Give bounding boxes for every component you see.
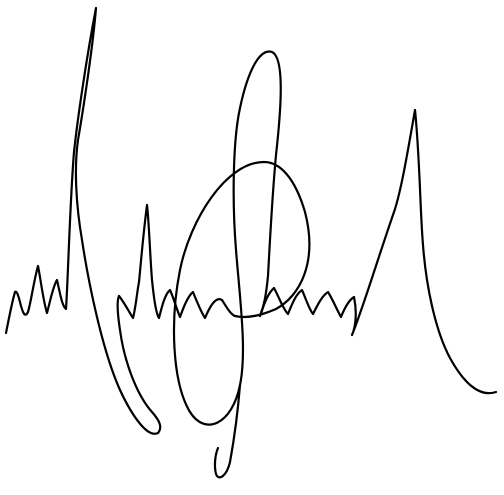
signature-stroke-2 (117, 203, 237, 320)
signature-stroke-3 (172, 50, 311, 426)
signature-stroke-4 (213, 383, 242, 479)
signature-stroke-5 (258, 108, 498, 395)
signature-stroke-1 (4, 6, 162, 435)
signature-strokes (4, 6, 498, 479)
